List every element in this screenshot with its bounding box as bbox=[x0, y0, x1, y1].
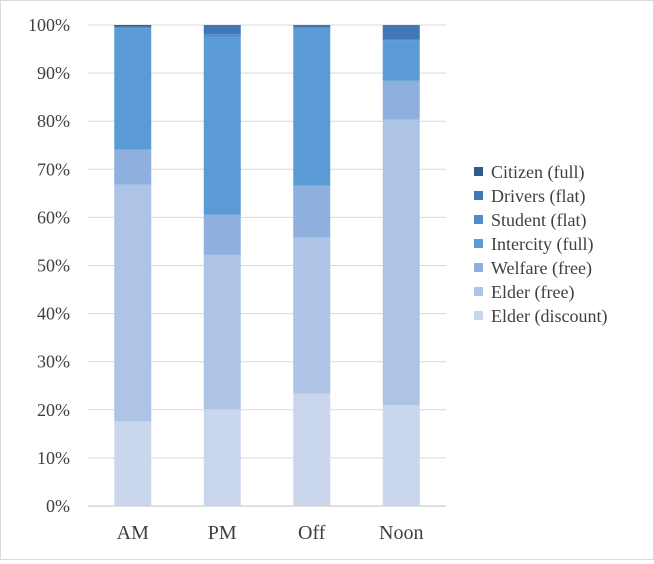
bar-segment bbox=[203, 36, 241, 215]
legend-swatch bbox=[474, 239, 483, 248]
bar-segment bbox=[114, 25, 152, 26]
bar-segment bbox=[203, 409, 241, 506]
y-tick-label: 60% bbox=[37, 207, 70, 227]
bar-segment bbox=[382, 119, 420, 405]
bar-segment bbox=[293, 25, 331, 28]
bar-segment bbox=[382, 25, 420, 40]
legend-label: Elder (discount) bbox=[491, 306, 607, 327]
legend-label: Citizen (full) bbox=[491, 162, 584, 183]
legend-label: Drivers (flat) bbox=[491, 186, 585, 207]
y-tick-label: 0% bbox=[46, 496, 70, 516]
legend-label: Intercity (full) bbox=[491, 234, 593, 255]
bar-segment bbox=[382, 40, 420, 81]
bar-segment bbox=[382, 39, 420, 41]
bar-segment bbox=[114, 28, 152, 150]
x-tick-label: AM bbox=[117, 522, 149, 544]
y-tick-label: 20% bbox=[37, 400, 70, 420]
bar-segment bbox=[114, 149, 152, 185]
legend-label: Welfare (free) bbox=[491, 258, 592, 279]
legend-swatch bbox=[474, 263, 483, 272]
x-tick-label: PM bbox=[208, 522, 237, 544]
axes: 0% 10% 20% 30% 40% 50% 60% 70% 80% 90% 100% AM PM Off… bbox=[28, 15, 423, 544]
bar-segment bbox=[293, 393, 331, 506]
legend-swatch bbox=[474, 191, 483, 200]
legend-swatch bbox=[474, 215, 483, 224]
bar-segment bbox=[203, 25, 241, 35]
legend-label: Elder (free) bbox=[491, 282, 574, 303]
legend-swatch bbox=[474, 287, 483, 296]
bar-segment bbox=[203, 214, 241, 255]
legend: Citizen (full) Drivers (flat) Student (fla… bbox=[474, 162, 607, 327]
bar-segment bbox=[114, 27, 152, 29]
bar-segment bbox=[293, 237, 331, 394]
x-tick-label: Off bbox=[298, 522, 326, 544]
bar-segment bbox=[114, 421, 152, 506]
bar-segment bbox=[382, 404, 420, 506]
y-tick-label: 80% bbox=[37, 111, 70, 131]
bar-segment bbox=[203, 254, 241, 410]
bar-segment bbox=[114, 184, 152, 422]
y-tick-label: 50% bbox=[37, 256, 70, 276]
legend-label: Student (flat) bbox=[491, 210, 586, 231]
y-tick-label: 90% bbox=[37, 63, 70, 83]
bar-segment bbox=[203, 34, 241, 37]
y-tick-label: 10% bbox=[37, 448, 70, 468]
y-tick-label: 30% bbox=[37, 352, 70, 372]
y-tick-label: 40% bbox=[37, 304, 70, 324]
bar-segment bbox=[114, 25, 152, 28]
legend-swatch bbox=[474, 311, 483, 320]
x-tick-label: Noon bbox=[379, 522, 423, 544]
y-tick-label: 70% bbox=[37, 159, 70, 179]
bar-segment bbox=[293, 28, 331, 186]
bar-segment bbox=[293, 185, 331, 238]
legend-swatch bbox=[474, 167, 483, 176]
y-tick-label: 100% bbox=[28, 15, 70, 35]
bar-segment bbox=[293, 27, 331, 29]
bars bbox=[114, 25, 420, 506]
bar-segment bbox=[382, 80, 420, 120]
